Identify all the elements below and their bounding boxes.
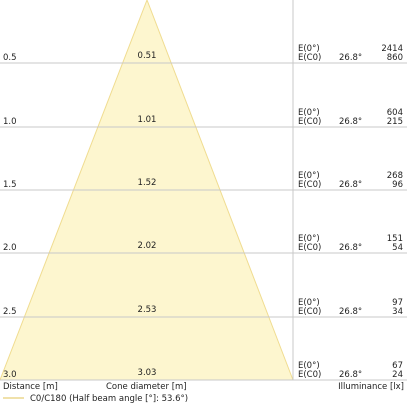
e0-label: E(0°) [298,361,320,371]
cone-diameter-value: 1.01 [138,115,157,125]
distance-value: 0.5 [3,53,17,63]
half-angle-value: 26.8° [339,53,362,63]
e0-value: 268 [387,171,403,181]
e0-label: E(0°) [298,298,320,308]
distance-axis-label: Distance [m] [3,382,58,392]
ec0-label: E(C0) [298,53,321,63]
cone-diameter-value: 2.02 [138,241,157,251]
e0-label: E(0°) [298,234,320,244]
ec0-label: E(C0) [298,180,321,190]
ec0-label: E(C0) [298,307,321,317]
e0-value: 2414 [381,44,403,54]
illuminance-axis-label: Illuminance [lx] [338,382,404,392]
cone-diameter-value: 1.52 [138,178,157,188]
ec0-value: 24 [392,370,403,380]
ec0-label: E(C0) [298,370,321,380]
e0-value: 604 [387,108,403,118]
ec0-value: 96 [392,180,403,190]
cone-diameter-value: 2.53 [138,305,157,315]
half-angle-value: 26.8° [339,117,362,127]
cone-diameter-axis-label: Cone diameter [m] [106,382,187,392]
cone-diameter-value: 0.51 [138,51,157,61]
legend-label: C0/C180 (Half beam angle [°]: 53.6°) [30,394,188,404]
e0-value: 151 [387,234,403,244]
distance-value: 2.5 [3,307,17,317]
e0-value: 97 [392,298,403,308]
ec0-label: E(C0) [298,243,321,253]
ec0-label: E(C0) [298,117,321,127]
half-angle-value: 26.8° [339,307,362,317]
half-angle-value: 26.8° [339,370,362,380]
half-angle-value: 26.8° [339,243,362,253]
ec0-value: 215 [387,117,403,127]
e0-label: E(0°) [298,44,320,54]
ec0-value: 860 [387,53,403,63]
distance-value: 1.5 [3,180,17,190]
distance-value: 1.0 [3,117,17,127]
e0-label: E(0°) [298,171,320,181]
distance-value: 2.0 [3,243,17,253]
ec0-value: 54 [392,243,403,253]
e0-label: E(0°) [298,108,320,118]
distance-value: 3.0 [3,370,17,380]
ec0-value: 34 [392,307,403,317]
e0-value: 67 [392,361,403,371]
cone-diameter-value: 3.03 [138,368,157,378]
half-angle-value: 26.8° [339,180,362,190]
